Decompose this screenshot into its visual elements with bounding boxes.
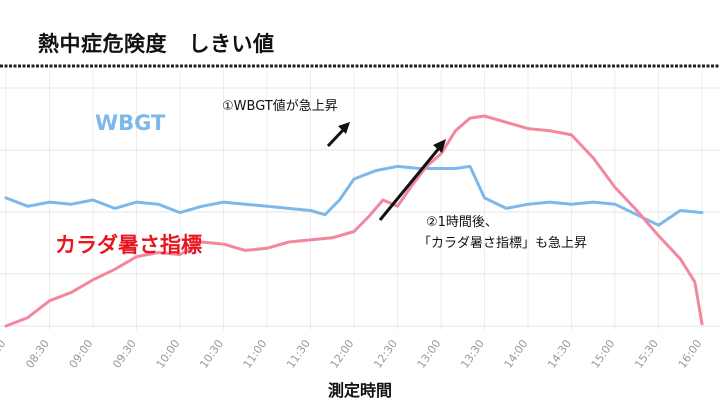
series-line-0 bbox=[4, 164, 704, 227]
x-tick-label: 12:30 bbox=[371, 337, 400, 370]
x-tick-label: 8:00 bbox=[0, 337, 8, 365]
x-tick-label: 10:00 bbox=[154, 337, 183, 370]
annotation-1: ①WBGT値が急上昇 bbox=[222, 98, 338, 114]
series-label-body: カラダ暑さ指標 bbox=[55, 233, 202, 257]
x-tick-label: 09:30 bbox=[110, 337, 139, 370]
x-tick-label: 09:00 bbox=[67, 337, 96, 370]
grid bbox=[0, 70, 720, 330]
arrow-1 bbox=[326, 126, 347, 148]
x-tick-label: 15:00 bbox=[589, 337, 618, 370]
x-tick-label: 12:00 bbox=[328, 337, 357, 370]
x-axis-label: 測定時間 bbox=[327, 381, 392, 400]
x-tick-label: 13:30 bbox=[458, 337, 487, 370]
x-tick-label: 15:30 bbox=[632, 337, 661, 370]
x-tick-label: 10:30 bbox=[197, 337, 226, 370]
x-tick-label: 14:30 bbox=[545, 337, 574, 370]
x-tick-label: 13:00 bbox=[415, 337, 444, 370]
annotation-2-line1: ②1時間後、 bbox=[426, 215, 498, 230]
x-tick-label: 11:00 bbox=[241, 337, 270, 370]
arrow-2-head bbox=[433, 139, 446, 153]
series-label-wbgt: WBGT bbox=[95, 111, 166, 135]
arrow-1-head bbox=[338, 122, 350, 134]
x-tick-label: 16:00 bbox=[676, 337, 705, 370]
x-axis-ticks: 8:00 08:30 09:00 09:30 10:00 10:30 11:00 11:30 1… bbox=[0, 337, 704, 370]
x-tick-label: 11:30 bbox=[284, 337, 313, 370]
x-tick-label: 08:30 bbox=[23, 337, 52, 370]
chart-title: 熱中症危険度 しきい値 bbox=[38, 32, 275, 56]
series-line-1 bbox=[4, 114, 704, 328]
annotation-2-line2: 「カラダ暑さ指標」も急上昇 bbox=[418, 236, 587, 251]
arrow-2 bbox=[378, 146, 442, 221]
series-layer bbox=[4, 114, 704, 328]
x-tick-label: 14:00 bbox=[502, 337, 531, 370]
